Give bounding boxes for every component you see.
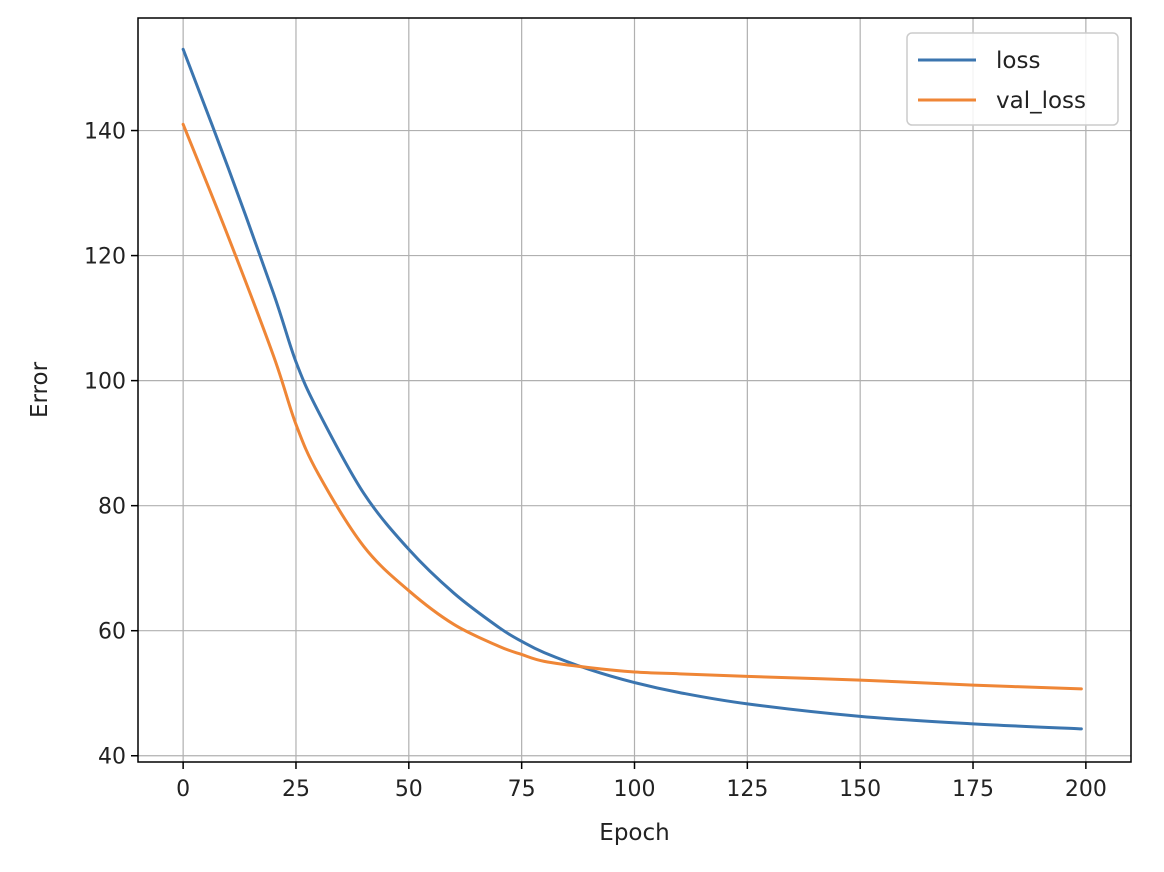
x-axis-label: Epoch — [599, 820, 669, 846]
x-tick-label: 175 — [952, 777, 994, 802]
legend: loss val_loss — [906, 32, 1119, 126]
legend-label-val-loss: val_loss — [996, 88, 1086, 114]
series-line-val-loss — [181, 122, 1083, 691]
series-lines — [181, 47, 1083, 731]
y-tick-label: 80 — [98, 495, 126, 520]
x-tick-label: 100 — [614, 777, 656, 802]
axis-ticks: 0 25 50 75 100 125 150 175 200 40 60 80 100 120 140 — [84, 120, 1107, 802]
x-tick-label: 0 — [176, 777, 190, 802]
x-tick-label: 75 — [508, 777, 536, 802]
x-tick-label: 200 — [1065, 777, 1107, 802]
y-tick-label: 100 — [84, 370, 126, 395]
series-line-loss — [181, 47, 1083, 731]
x-tick-label: 25 — [282, 777, 310, 802]
y-tick-label: 60 — [98, 620, 126, 645]
y-axis-label: Error — [27, 361, 53, 418]
grid-lines — [138, 18, 1131, 762]
legend-label-loss: loss — [996, 48, 1040, 74]
y-tick-label: 40 — [98, 745, 126, 770]
x-tick-label: 125 — [726, 777, 768, 802]
y-tick-label: 120 — [84, 245, 126, 270]
x-tick-label: 150 — [839, 777, 881, 802]
legend-box — [906, 32, 1119, 126]
x-tick-label: 50 — [395, 777, 423, 802]
y-tick-label: 140 — [84, 120, 126, 145]
